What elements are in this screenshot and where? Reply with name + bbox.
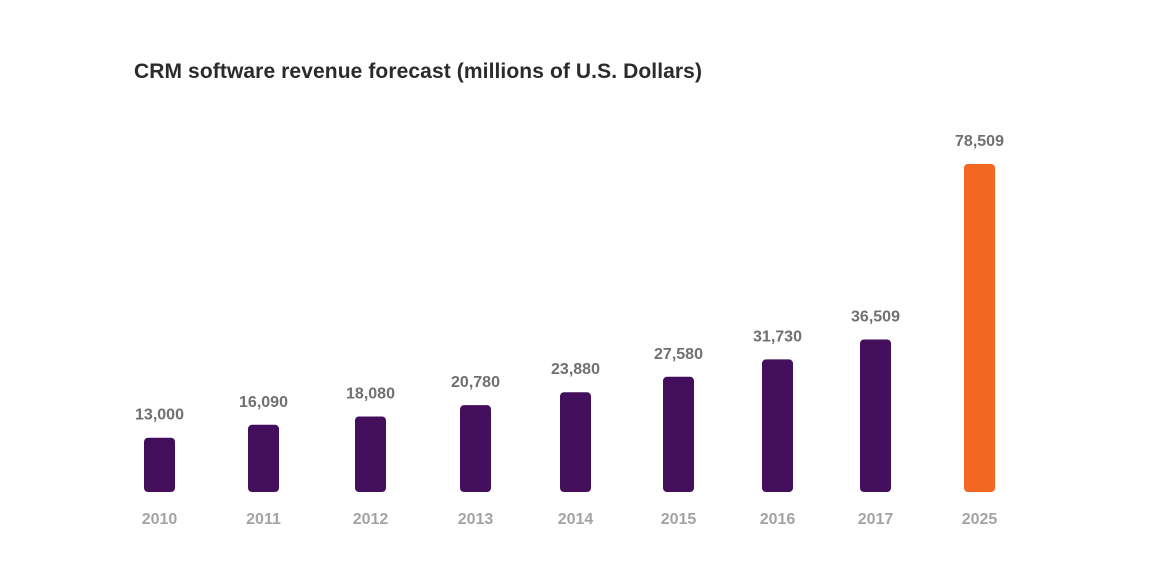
bar-2017 <box>860 339 891 492</box>
value-label-2010: 13,000 <box>135 407 184 424</box>
x-tick-label-2025: 2025 <box>962 511 998 528</box>
bar-2012 <box>355 416 386 492</box>
chart-title: CRM software revenue forecast (millions … <box>134 60 703 83</box>
x-tick-labels-group: 2010 2011 2012 2013 2014 2015 2016 2017 2025 <box>142 511 998 528</box>
x-tick-label-2012: 2012 <box>353 511 389 528</box>
x-tick-label-2011: 2011 <box>246 511 281 528</box>
bar-2010 <box>144 437 175 492</box>
bar-2015 <box>663 376 694 492</box>
value-label-2015: 27,580 <box>654 346 703 363</box>
value-label-2014: 23,880 <box>551 361 600 378</box>
x-tick-label-2016: 2016 <box>760 511 796 528</box>
bar-2013 <box>460 405 491 492</box>
bars-group <box>144 164 995 492</box>
bar-2011 <box>248 424 279 492</box>
value-labels-group: 13,000 16,090 18,080 20,780 23,880 27,580 31,7… <box>135 133 1004 424</box>
bar-2016 <box>762 359 793 492</box>
x-tick-label-2017: 2017 <box>858 511 894 528</box>
bar-2014 <box>560 392 591 492</box>
value-label-2013: 20,780 <box>451 374 500 391</box>
x-tick-label-2013: 2013 <box>458 511 494 528</box>
value-label-2011: 16,090 <box>239 394 288 411</box>
value-label-2012: 18,080 <box>346 385 395 402</box>
x-tick-label-2014: 2014 <box>558 511 594 528</box>
value-label-2016: 31,730 <box>753 328 802 345</box>
bar-2025 <box>964 164 995 492</box>
x-tick-label-2010: 2010 <box>142 511 178 528</box>
x-tick-label-2015: 2015 <box>661 511 697 528</box>
value-label-2017: 36,509 <box>851 308 900 325</box>
value-label-2025: 78,509 <box>955 133 1004 150</box>
